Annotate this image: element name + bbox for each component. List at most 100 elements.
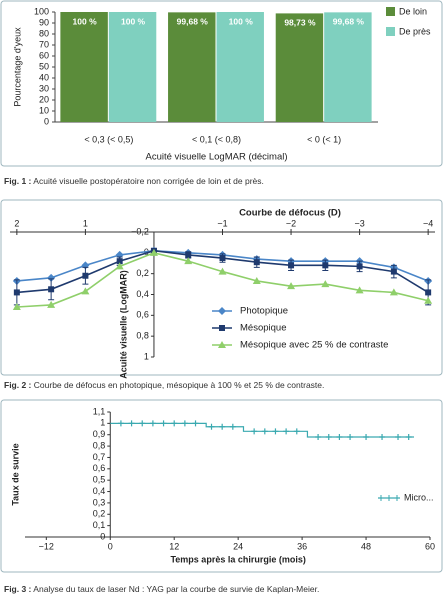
marker [184,257,193,265]
legend-label: Micro... [404,492,434,502]
y-tick-label: 0,5 [93,475,106,485]
censor-mark [347,434,354,440]
censor-mark [128,420,135,427]
y-tick-label: 0 [44,116,49,126]
censor-mark [192,420,199,427]
censor-mark [283,428,290,435]
censor-mark [139,420,146,427]
marker [322,262,329,269]
x-tick-label: −2 [286,218,296,228]
figure-frame [0,199,443,376]
y-tick-label: 0,8 [93,440,106,450]
censor-mark [261,428,268,435]
censor-mark [405,434,412,440]
censor-mark [272,428,279,435]
legend-marker [386,495,392,501]
censor-mark [149,420,156,427]
x-tick-label: −4 [423,218,433,228]
y-tick-label: 0,9 [93,429,106,439]
bar-value-label: 99,68 % [333,17,365,27]
y-tick-label: 0,6 [136,310,149,320]
bar [216,12,264,122]
legend-label: Mésopique [240,323,286,334]
marker [115,262,124,270]
y-tick-label: 1,1 [93,406,106,416]
y-tick-label: 0,4 [93,486,106,496]
legend-marker [218,341,226,348]
marker [425,289,432,296]
censor-mark [208,423,215,430]
figure-frame [0,399,443,573]
y-tick-label: 0,7 [93,452,106,462]
caption: Fig. 1 : Acuité visuelle postopératoire … [4,176,264,186]
bar-value-label: 100 % [229,16,254,26]
marker [355,286,364,294]
legend-marker [394,495,400,501]
censor-mark [251,428,258,435]
caption-label: Fig. 2 : [4,380,32,390]
marker [252,276,261,284]
marker [253,259,260,266]
y-tick-label: 90 [39,17,49,27]
bar [108,12,157,122]
bar-value-label: 99,68 % [177,17,209,27]
bar-value-label: 100 % [73,16,98,26]
marker [48,286,55,293]
censor-mark [293,428,300,435]
marker [218,267,227,275]
x-axis-title: Temps après la chirurgie (mois) [170,554,305,564]
y-axis-title: Acuité visuelle (LogMAR) [118,270,128,379]
censor-mark [325,434,332,440]
marker [47,300,56,308]
censor-mark [219,423,226,430]
bar [324,12,372,123]
caption: Fig. 3 : Analyse du taux de laser Nd : Y… [4,584,319,594]
y-tick-label: 60 [39,50,49,60]
legend-swatch [386,7,395,16]
x-tick-label: < 0,1 (< 0,8) [192,134,241,144]
bar [60,12,108,122]
y-axis-title: Taux de survie [10,443,20,505]
marker [82,272,89,279]
y-tick-label: 1 [144,351,149,361]
marker [321,280,330,288]
legend-label: De près [399,26,431,36]
x-tick-label: < 0,3 (< 0,5) [84,134,133,144]
marker [81,287,90,295]
x-tick-label: 60 [425,541,435,551]
marker [47,273,56,282]
marker [390,268,397,275]
y-tick-label: 70 [39,39,49,49]
legend-marker [218,307,226,315]
censor-mark [160,420,167,427]
caption-label: Fig. 3 : [4,584,32,594]
legend-label: De loin [399,6,427,16]
legend-label: Photopique [240,306,288,317]
y-axis-title: Pourcentage d'yeux [12,27,22,107]
x-tick-label: 24 [233,541,243,551]
censor-mark [336,434,343,440]
y-tick-label: 0,2 [93,509,106,519]
y-tick-label: 0,6 [93,463,106,473]
marker [356,263,363,270]
censor-mark [229,423,236,430]
caption-text: Courbe de défocus en photopique, mésopiq… [34,380,325,390]
legend-marker [219,325,225,331]
marker [116,258,123,265]
legend-marker [378,495,384,501]
x-tick-label: 0 [108,541,113,551]
marker [149,248,158,256]
y-tick-label: 1 [100,418,105,428]
chart-title: Courbe de défocus (D) [239,208,341,219]
x-tick-label: 48 [361,541,371,551]
x-tick-label: 1 [83,218,88,228]
marker [219,255,226,262]
caption-text: Acuité visuelle postopératoire non corri… [33,176,264,186]
y-tick-label: 0,8 [136,331,149,341]
survival-line [110,422,415,438]
y-tick-label: 10 [39,105,49,115]
legend-swatch [386,27,395,36]
y-tick-label: 0,4 [136,289,149,299]
caption-text: Analyse du taux de laser Nd : YAG par la… [33,584,319,594]
y-tick-label: 0,3 [93,497,106,507]
